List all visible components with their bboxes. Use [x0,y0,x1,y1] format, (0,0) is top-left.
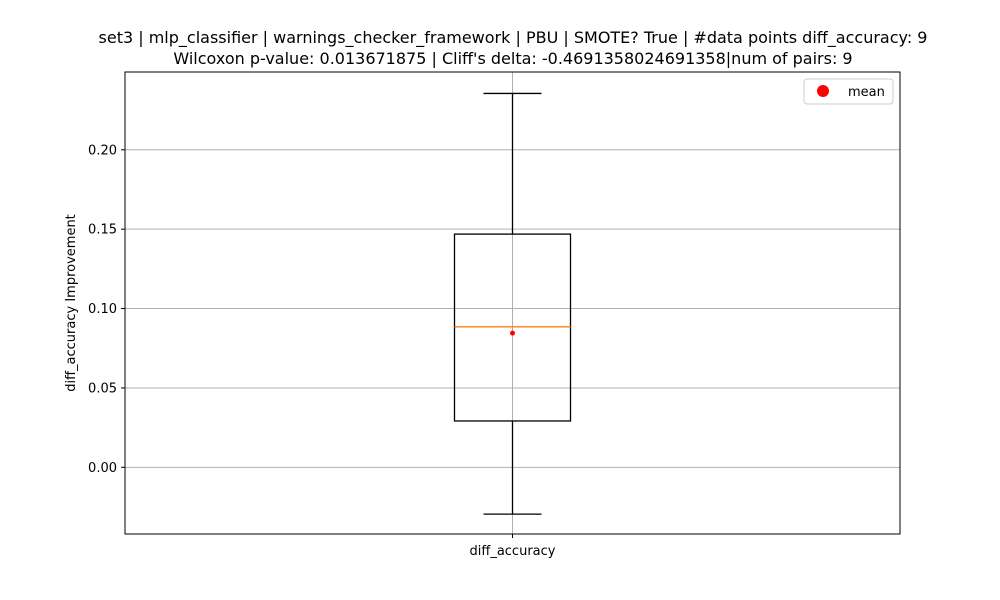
legend-label-mean: mean [848,85,885,100]
y-tick-label: 0.20 [88,143,117,158]
x-axis-ticks: diff_accuracy [470,534,556,559]
x-tick-label: diff_accuracy [470,544,556,559]
plot-frame [124,71,901,535]
y-tick-label: 0.00 [88,461,117,476]
y-axis-ticks: 0.00 0.05 0.10 0.15 0.20 [88,143,125,476]
chart-title: set3 | mlp_classifier | warnings_checker… [99,28,928,48]
chart-subtitle: Wilcoxon p-value: 0.013671875 | Cliff's … [173,49,852,68]
box-plot [453,92,572,515]
y-axis-label: diff_accuracy Improvement [64,214,79,392]
legend: mean [803,78,894,105]
y-tick-label: 0.10 [88,302,117,317]
mean-point [510,330,515,336]
y-tick-label: 0.05 [88,381,117,396]
legend-mean-marker [817,85,829,97]
legend-frame [803,78,894,105]
y-tick-label: 0.15 [88,223,117,238]
box-iqr [453,233,572,422]
